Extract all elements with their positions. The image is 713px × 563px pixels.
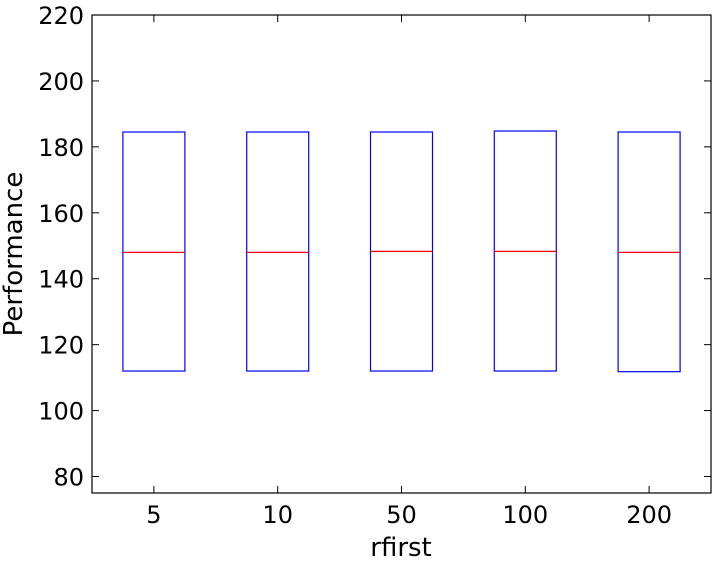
y-tick-label: 80 (53, 464, 84, 492)
y-tick-label: 100 (38, 398, 84, 426)
boxes (122, 130, 681, 373)
x-tick-label: 10 (262, 501, 293, 529)
box (122, 131, 186, 372)
y-axis-ticks: 80 100 120 140 160 180 200 220 (38, 2, 711, 492)
y-tick-label: 220 (38, 2, 84, 30)
x-axis-ticks: 5 10 50 100 200 (146, 15, 672, 529)
y-axis-label: Performance (0, 172, 29, 337)
y-tick-label: 200 (38, 68, 84, 96)
y-tick-label: 120 (38, 332, 84, 360)
y-tick-label: 160 (38, 200, 84, 228)
y-tick-label: 180 (38, 134, 84, 162)
x-tick-label: 200 (626, 501, 672, 529)
x-tick-label: 5 (146, 501, 161, 529)
box (246, 131, 310, 372)
plot-area (91, 14, 712, 494)
y-tick-label: 140 (38, 266, 84, 294)
x-tick-label: 100 (502, 501, 548, 529)
x-tick-label: 50 (386, 501, 417, 529)
x-axis-label: rfirst (370, 533, 432, 563)
